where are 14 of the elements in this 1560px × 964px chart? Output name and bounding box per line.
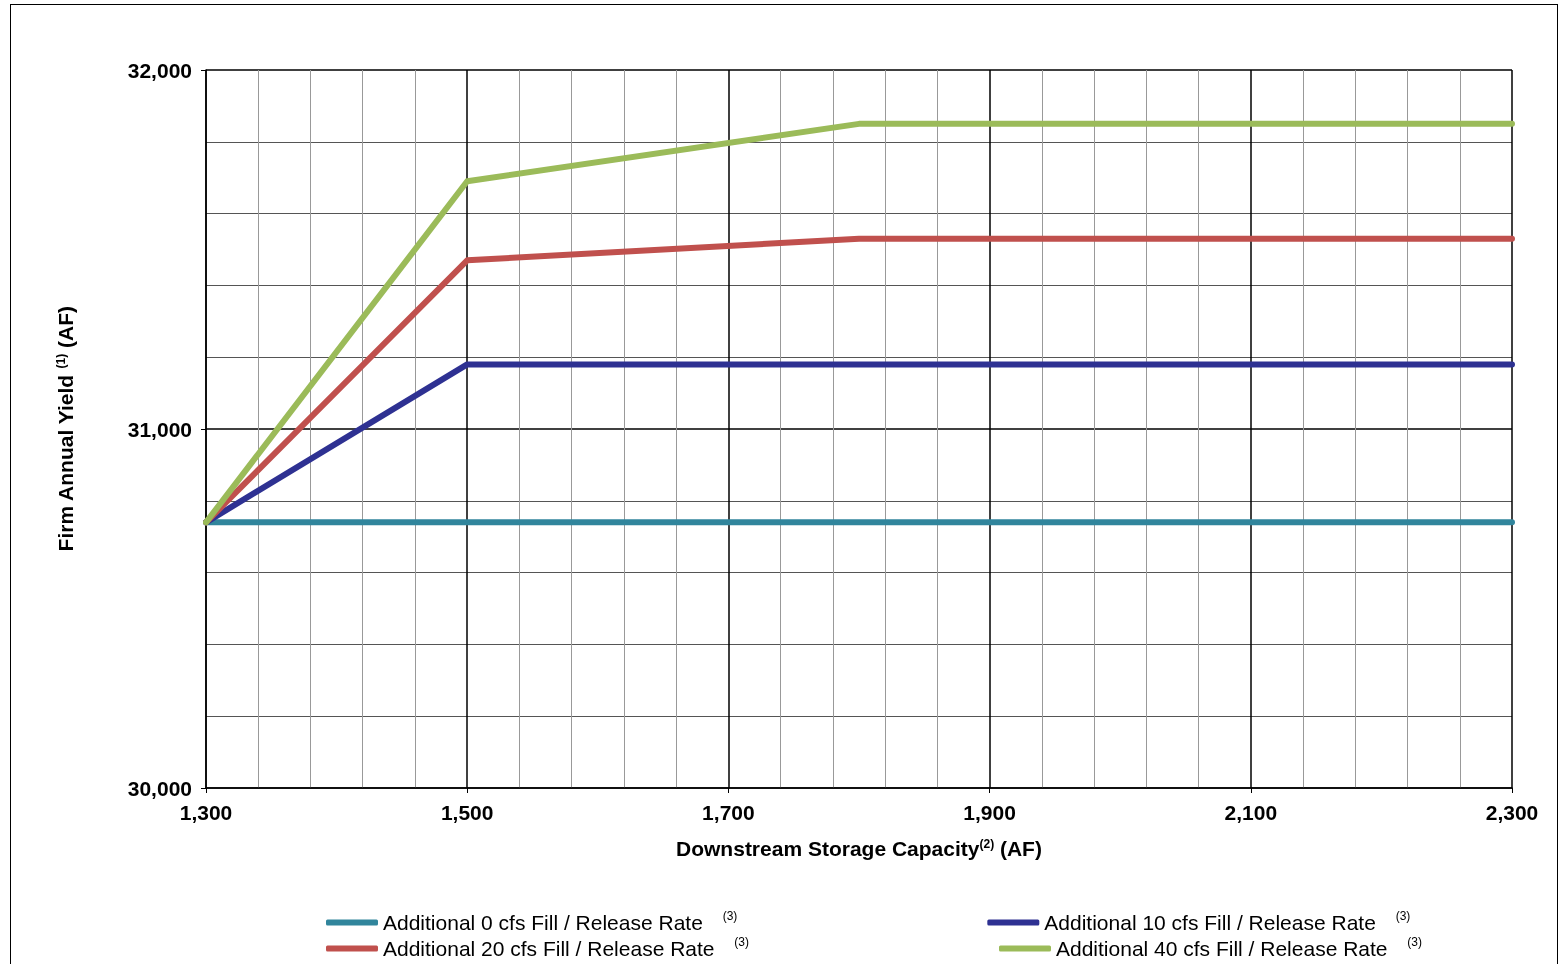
y-axis-title: Firm Annual Yield (1) (AF) (54, 305, 77, 552)
y-tick-label: 32,000 (127, 58, 192, 82)
x-tick-label: 1,700 (702, 801, 755, 824)
x-tick-label: 1,500 (440, 801, 494, 824)
x-tick-label: 1,300 (179, 801, 233, 824)
y-tick-label: 30,000 (127, 776, 192, 800)
legend-label: Additional 10 cfs Fill / Release Rate (3) (1044, 908, 1411, 934)
x-tick-label: 1,900 (963, 801, 1016, 824)
x-tick-label: 2,100 (1224, 801, 1278, 824)
legend-label: Additional 40 cfs Fill / Release Rate (3) (1056, 934, 1422, 960)
y-tick-label: 31,000 (127, 417, 192, 441)
legend-label: Additional 20 cfs Fill / Release Rate (3) (383, 934, 749, 960)
x-tick-label: 2,300 (1485, 801, 1539, 824)
legend-label: Additional 0 cfs Fill / Release Rate (3) (383, 908, 738, 934)
